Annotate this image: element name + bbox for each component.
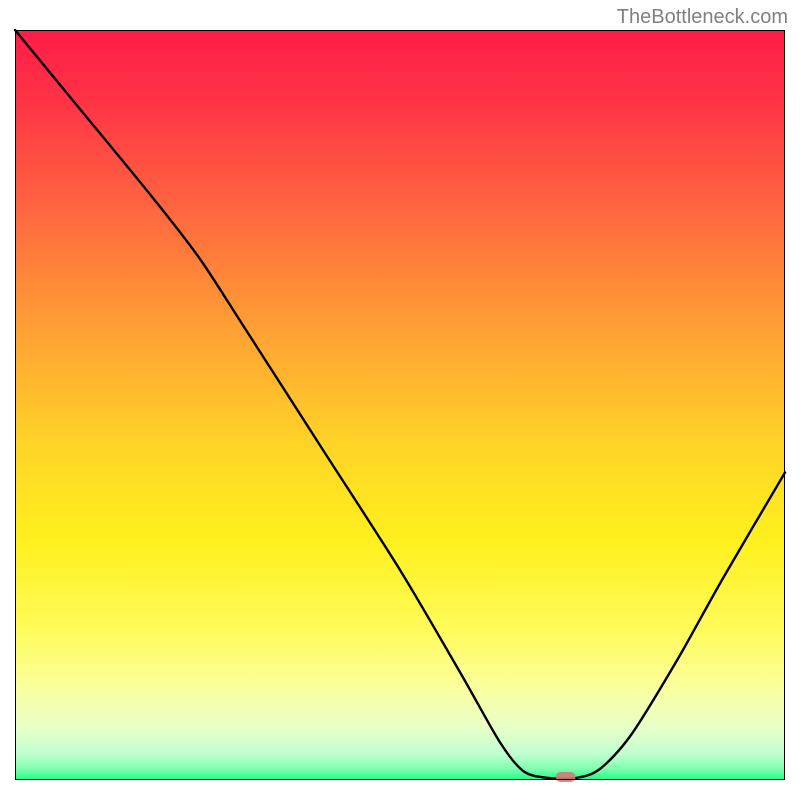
- optimal-marker: [556, 772, 576, 782]
- bottleneck-curve: [15, 30, 785, 779]
- bottleneck-chart: TheBottleneck.com: [0, 0, 800, 800]
- curve-layer: [0, 0, 800, 800]
- plot-border: [16, 31, 785, 780]
- watermark-text: TheBottleneck.com: [617, 6, 788, 29]
